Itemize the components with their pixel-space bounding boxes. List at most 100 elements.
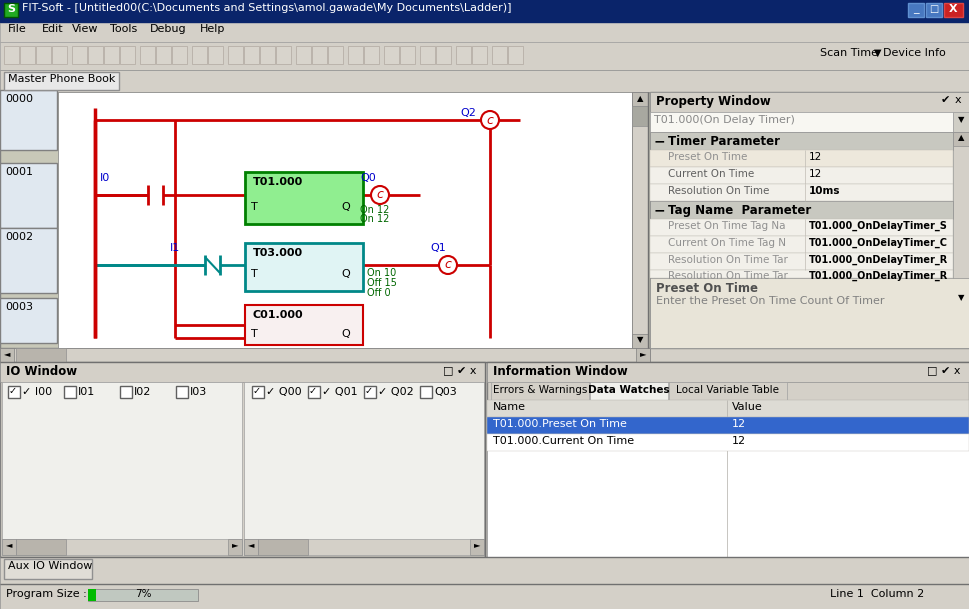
Text: ►: ► [232,540,238,549]
Bar [88,589,198,601]
Text: ✓: ✓ [365,386,373,396]
Bar [88,46,103,64]
Text: Off 0: Off 0 [367,288,391,298]
Bar [384,46,399,64]
Bar [0,92,650,348]
Text: Q1: Q1 [430,243,446,253]
Bar [4,46,19,64]
Bar [508,46,523,64]
Text: T01.000_OnDelayTimer_R: T01.000_OnDelayTimer_R [809,271,949,281]
Text: _: _ [913,4,919,14]
Text: ▲: ▲ [957,133,964,142]
Bar [4,559,92,579]
Bar [0,557,969,584]
Text: ✓ Q01: ✓ Q01 [322,387,358,397]
Text: ▼: ▼ [957,116,964,124]
Bar [436,46,451,64]
Text: On 12: On 12 [360,205,390,215]
Bar [328,46,343,64]
Bar [88,589,96,601]
Text: T03.000: T03.000 [253,248,303,258]
Text: T01.000_OnDelayTimer_R: T01.000_OnDelayTimer_R [809,255,949,266]
Text: ✓ Q00: ✓ Q00 [266,387,301,397]
Bar [2,382,242,541]
Text: Device Info: Device Info [883,48,946,58]
Bar [2,539,16,555]
Text: ▲: ▲ [637,94,643,103]
Bar [348,46,363,64]
Bar [400,46,415,64]
Bar [252,386,264,398]
Text: Current On Time Tag N: Current On Time Tag N [668,238,786,248]
Bar [0,348,14,362]
Text: Resolution On Time Tar: Resolution On Time Tar [668,255,788,265]
Bar [140,46,155,64]
Bar [953,112,969,132]
Text: Preset On Time Tag Na: Preset On Time Tag Na [668,221,786,231]
Text: X: X [949,4,957,14]
Text: 12: 12 [732,436,746,446]
Bar [172,46,187,64]
Bar [953,132,969,306]
Bar [312,46,327,64]
Bar [176,386,188,398]
Text: Q03: Q03 [434,387,456,397]
Text: IO Window: IO Window [6,365,78,378]
Text: Q: Q [341,329,350,339]
Text: ▼: ▼ [874,48,882,58]
Text: On 12: On 12 [360,214,390,224]
Text: Property Window: Property Window [656,95,770,108]
Bar [487,417,969,434]
Bar [650,201,953,219]
Text: Q0: Q0 [360,173,376,183]
Text: ✓: ✓ [253,386,261,396]
Text: Aux IO Window: Aux IO Window [8,561,92,571]
Bar [244,46,259,64]
Bar [4,72,119,90]
Bar [260,46,275,64]
Bar [20,46,35,64]
Bar [632,92,648,106]
Bar [104,46,119,64]
Bar [244,382,484,541]
Bar [487,362,969,382]
Text: C01.000: C01.000 [253,310,303,320]
Text: □ ✔ x: □ ✔ x [443,365,477,375]
Bar [0,90,57,150]
Text: T01.000_OnDelayTimer_S: T01.000_OnDelayTimer_S [809,221,948,231]
Bar [472,46,487,64]
Text: Tag Name  Parameter: Tag Name Parameter [668,204,811,217]
Bar [487,362,969,557]
Bar [650,92,969,348]
Bar [16,348,66,362]
Text: c: c [445,258,452,272]
Bar [420,46,435,64]
Bar [364,46,379,64]
Bar [245,305,363,345]
Text: T01.000_OnDelayTimer_C: T01.000_OnDelayTimer_C [809,238,948,248]
Bar [669,382,787,400]
Bar [0,42,969,70]
Bar [8,386,20,398]
Bar [944,3,963,17]
Bar [58,92,632,348]
Text: View: View [72,24,99,34]
Text: Master Phone Book: Master Phone Book [8,74,115,84]
Text: Information Window: Information Window [493,365,628,378]
Text: ✓: ✓ [309,386,317,396]
Bar [908,3,924,17]
Bar [156,46,171,64]
Text: I02: I02 [134,387,151,397]
Bar [4,3,18,17]
Bar [244,539,484,555]
Bar [0,163,57,228]
Bar [650,278,969,348]
Text: ◄: ◄ [4,349,11,358]
Text: Q: Q [341,269,350,279]
Bar [245,172,363,224]
Text: Off 15: Off 15 [367,278,397,288]
Bar [650,184,953,201]
Text: T01.000.Current On Time: T01.000.Current On Time [493,436,634,446]
Text: Data Watches: Data Watches [588,385,670,395]
Text: On 10: On 10 [367,268,396,278]
